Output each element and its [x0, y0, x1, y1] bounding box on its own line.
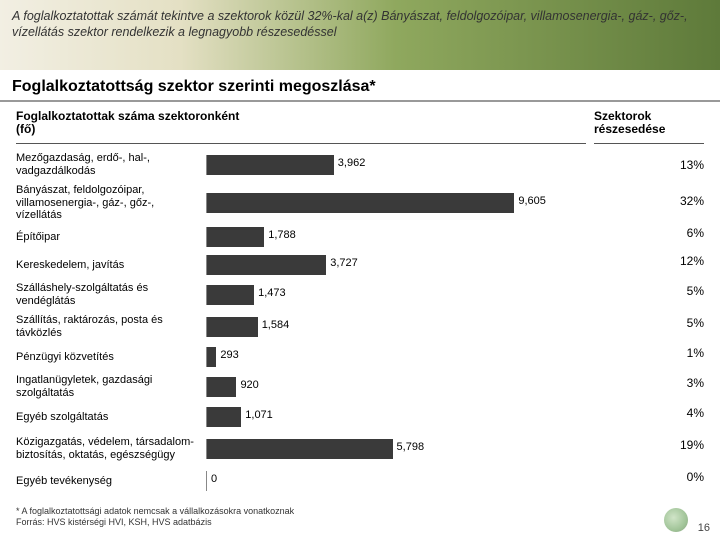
bar — [207, 317, 258, 337]
percent-row: 5% — [594, 308, 704, 338]
chart-left-column: Foglalkoztatottak száma szektoronként (f… — [16, 110, 586, 496]
bar-row: Szállítás, raktározás, posta és távközlé… — [16, 312, 586, 342]
bar-wrap: 1,071 — [206, 407, 586, 427]
bar-row: Közigazgatás, védelem, társadalom-biztos… — [16, 432, 586, 466]
bar-wrap: 3,962 — [206, 155, 586, 175]
bar-row-label: Pénzügyi közvetítés — [16, 351, 206, 364]
page-number: 16 — [698, 522, 710, 534]
bar-row: Mezőgazdaság, erdő-, hal-, vadgazdálkodá… — [16, 148, 586, 182]
right-column-header: Szektorok részesedése — [594, 110, 704, 144]
percent-row: 0% — [594, 464, 704, 490]
bar — [207, 255, 326, 275]
bar-value: 9,605 — [518, 195, 546, 207]
logo-icon — [664, 508, 688, 532]
bar-row: Egyéb szolgáltatás 1,071 — [16, 404, 586, 430]
right-header-line2: részesedése — [594, 122, 665, 136]
bar-value: 1,788 — [268, 229, 296, 241]
bar — [207, 285, 254, 305]
bar-value: 5,798 — [397, 441, 425, 453]
bar-row: Építőipar 1,788 — [16, 224, 586, 250]
percent-rows-container: 13%32%6%12%5%5%1%3%4%19%0% — [594, 148, 704, 490]
left-header-line1: Foglalkoztatottak száma szektoronként — [16, 109, 239, 123]
percent-row: 12% — [594, 248, 704, 274]
bar-row-label: Bányászat, feldolgozóipar, villamosenerg… — [16, 184, 206, 222]
bar — [207, 407, 241, 427]
bar-wrap: 920 — [206, 377, 586, 397]
bar — [207, 227, 264, 247]
bar — [207, 439, 393, 459]
footnote: * A foglalkoztatottsági adatok nemcsak a… — [16, 506, 294, 528]
percent-row: 6% — [594, 220, 704, 246]
footnote-line2: Forrás: HVS kistérségi HVI, KSH, HVS ada… — [16, 517, 212, 527]
bar-row-label: Egyéb szolgáltatás — [16, 411, 206, 424]
left-column-header: Foglalkoztatottak száma szektoronként (f… — [16, 110, 586, 144]
bar-row: Ingatlanügyletek, gazdasági szolgáltatás… — [16, 372, 586, 402]
percent-row: 4% — [594, 400, 704, 426]
header-summary-band: A foglalkoztatottak számát tekintve a sz… — [0, 0, 720, 70]
bar-row: Szálláshely-szolgáltatás és vendéglátás 1… — [16, 280, 586, 310]
bar-wrap: 9,605 — [206, 193, 586, 213]
bar-row-label: Közigazgatás, védelem, társadalom-biztos… — [16, 436, 206, 461]
percent-row: 13% — [594, 148, 704, 182]
bar-row: Egyéb tevékenység 0 — [16, 468, 586, 494]
bar-value: 1,584 — [262, 319, 290, 331]
bar-wrap: 5,798 — [206, 439, 586, 459]
header-summary-text: A foglalkoztatottak számát tekintve a sz… — [12, 9, 688, 39]
bar-row-label: Építőipar — [16, 231, 206, 244]
bar-row-label: Szálláshely-szolgáltatás és vendéglátás — [16, 282, 206, 307]
bar-value: 293 — [220, 349, 238, 361]
bar-value: 1,071 — [245, 409, 273, 421]
bar-wrap: 1,584 — [206, 317, 586, 337]
bar — [207, 155, 334, 175]
bar-value: 1,473 — [258, 287, 286, 299]
bar-value: 3,962 — [338, 157, 366, 169]
percent-row: 19% — [594, 428, 704, 462]
bar — [207, 347, 216, 367]
bar-row-label: Szállítás, raktározás, posta és távközlé… — [16, 314, 206, 339]
bar-wrap: 0 — [206, 471, 586, 491]
bar-row-label: Egyéb tevékenység — [16, 475, 206, 488]
section-title: Foglalkoztatottság szektor szerinti mego… — [0, 70, 720, 102]
chart-area: Foglalkoztatottak száma szektoronként (f… — [0, 110, 720, 496]
bar-wrap: 1,473 — [206, 285, 586, 305]
bar-value: 3,727 — [330, 257, 358, 269]
percent-row: 5% — [594, 276, 704, 306]
percent-row: 1% — [594, 340, 704, 366]
right-header-line1: Szektorok — [594, 109, 651, 123]
percent-row: 32% — [594, 184, 704, 218]
bar-value: 0 — [211, 473, 217, 485]
bar-rows-container: Mezőgazdaság, erdő-, hal-, vadgazdálkodá… — [16, 148, 586, 494]
bar-wrap: 293 — [206, 347, 586, 367]
bar-wrap: 1,788 — [206, 227, 586, 247]
bar-row-label: Ingatlanügyletek, gazdasági szolgáltatás — [16, 374, 206, 399]
percent-row: 3% — [594, 368, 704, 398]
bar-row: Kereskedelem, javítás 3,727 — [16, 252, 586, 278]
bar-value: 920 — [240, 379, 258, 391]
bar-row-label: Kereskedelem, javítás — [16, 259, 206, 272]
bar-row: Bányászat, feldolgozóipar, villamosenerg… — [16, 184, 586, 222]
bar-row-label: Mezőgazdaság, erdő-, hal-, vadgazdálkodá… — [16, 152, 206, 177]
bar — [207, 193, 514, 213]
chart-right-column: Szektorok részesedése 13%32%6%12%5%5%1%3… — [594, 110, 704, 496]
bar-wrap: 3,727 — [206, 255, 586, 275]
footnote-line1: * A foglalkoztatottsági adatok nemcsak a… — [16, 506, 294, 516]
bar — [207, 377, 236, 397]
bar-row: Pénzügyi közvetítés 293 — [16, 344, 586, 370]
left-header-line2: (fő) — [16, 122, 35, 136]
